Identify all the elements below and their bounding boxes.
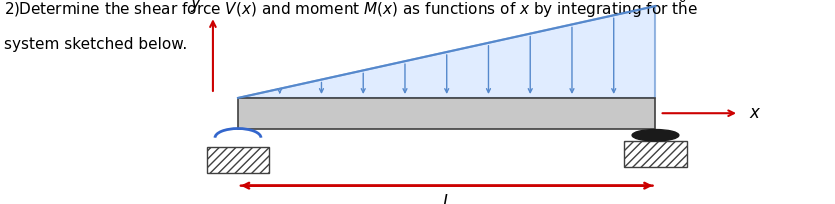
- Text: $L$: $L$: [442, 194, 452, 204]
- Bar: [206, 147, 269, 173]
- Text: 2)Determine the shear force $V(x)$ and moment $M(x)$ as functions of $x$ by inte: 2)Determine the shear force $V(x)$ and m…: [4, 0, 698, 19]
- Polygon shape: [238, 6, 655, 98]
- Text: $y$: $y$: [190, 0, 202, 14]
- Bar: [238, 98, 655, 129]
- Text: $x$: $x$: [749, 105, 762, 122]
- Text: system sketched below.: system sketched below.: [4, 37, 187, 52]
- Bar: [625, 141, 686, 167]
- Circle shape: [632, 130, 679, 141]
- Text: $w_0$: $w_0$: [665, 0, 688, 4]
